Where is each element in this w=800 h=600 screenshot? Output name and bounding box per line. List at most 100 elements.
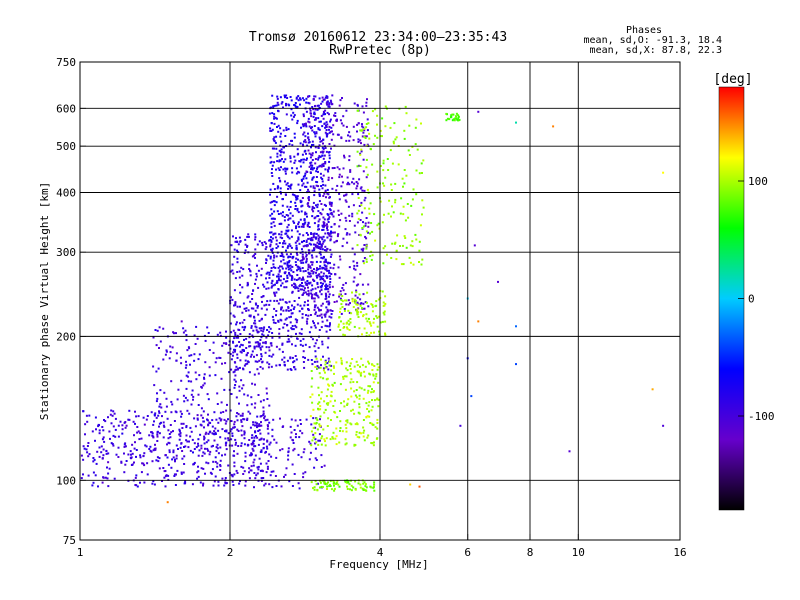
data-point: [351, 300, 354, 303]
data-point: [158, 347, 160, 349]
data-point: [239, 240, 242, 243]
data-point: [179, 410, 182, 413]
data-point: [150, 450, 153, 453]
data-point: [360, 248, 363, 251]
data-point: [291, 214, 294, 217]
data-point: [308, 226, 311, 228]
data-point: [314, 366, 317, 368]
data-point: [253, 254, 255, 257]
data-point: [233, 348, 235, 351]
data-point: [279, 135, 282, 138]
data-point: [144, 444, 147, 447]
data-point: [295, 433, 297, 436]
data-point: [372, 444, 375, 447]
data-point: [248, 467, 251, 470]
data-point: [361, 333, 363, 336]
data-point: [224, 453, 227, 456]
data-point: [211, 425, 214, 428]
data-point: [329, 238, 332, 241]
data-point: [233, 473, 236, 476]
data-point: [285, 249, 287, 252]
data-point: [364, 137, 367, 139]
data-point: [245, 347, 248, 349]
data-point: [302, 338, 305, 341]
data-point: [275, 104, 278, 107]
data-point: [293, 132, 296, 135]
data-point: [241, 311, 244, 314]
data-point: [359, 273, 362, 276]
data-point: [366, 98, 368, 101]
data-point: [268, 330, 271, 333]
data-point: [114, 417, 117, 420]
data-point: [140, 471, 143, 474]
data-point: [320, 304, 323, 307]
data-point: [332, 431, 335, 434]
data-point: [170, 400, 173, 403]
data-point: [365, 301, 368, 304]
data-point: [402, 185, 404, 188]
data-point: [290, 269, 293, 272]
data-point: [296, 195, 299, 198]
data-point: [278, 233, 281, 236]
data-point: [355, 309, 358, 312]
data-point: [285, 229, 288, 232]
data-point: [276, 160, 279, 163]
data-point: [301, 307, 304, 310]
data-point: [85, 448, 88, 451]
data-point: [372, 381, 375, 384]
data-point: [376, 422, 379, 424]
data-point: [310, 289, 313, 292]
data-point: [241, 414, 244, 417]
y-tick-label: 400: [56, 186, 76, 199]
data-point: [314, 350, 317, 353]
data-point: [244, 455, 247, 458]
data-point: [299, 429, 302, 432]
data-point: [282, 151, 285, 154]
data-point: [388, 199, 391, 202]
data-point: [326, 482, 328, 485]
data-point: [311, 261, 314, 264]
data-point: [257, 425, 260, 428]
data-point: [255, 345, 258, 348]
data-point: [286, 182, 289, 185]
data-point: [291, 438, 294, 441]
data-point: [159, 389, 162, 392]
data-point: [227, 439, 230, 442]
data-point: [330, 313, 333, 315]
data-point: [515, 363, 517, 366]
data-point: [207, 449, 209, 452]
data-point: [208, 366, 211, 369]
data-point: [186, 440, 189, 443]
data-point: [405, 174, 408, 177]
data-point: [319, 155, 322, 158]
data-point: [294, 241, 297, 244]
data-point: [369, 255, 372, 258]
data-point: [348, 159, 351, 162]
data-point: [269, 129, 272, 132]
data-point: [299, 267, 302, 270]
data-point: [289, 436, 292, 439]
data-point: [309, 237, 312, 240]
data-point: [295, 264, 298, 266]
data-point: [304, 291, 307, 294]
data-point: [230, 393, 233, 395]
data-point: [348, 364, 351, 367]
data-point: [261, 470, 264, 473]
data-point: [420, 122, 422, 125]
data-point: [207, 332, 210, 334]
data-point: [313, 308, 316, 311]
data-point: [219, 419, 222, 422]
data-point: [361, 129, 364, 132]
data-point: [373, 483, 376, 486]
data-point: [359, 187, 362, 190]
data-point: [102, 454, 105, 457]
data-point: [230, 331, 233, 334]
data-point: [206, 447, 209, 450]
data-point: [288, 217, 291, 220]
data-point: [308, 440, 311, 443]
data-point: [137, 430, 140, 433]
data-point: [293, 447, 296, 450]
data-point: [278, 177, 281, 180]
data-point: [394, 182, 397, 185]
data-point: [258, 438, 261, 441]
